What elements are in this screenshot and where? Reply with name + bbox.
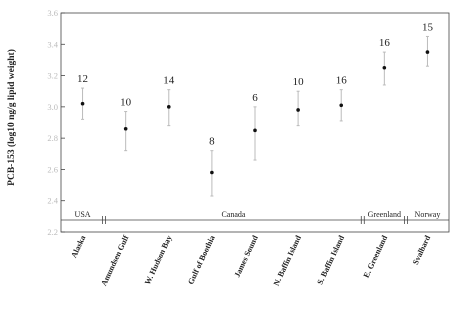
category-label: S. Baffin Island	[315, 234, 346, 286]
data-point	[296, 108, 300, 112]
sample-size-label: 12	[77, 73, 88, 85]
region-label: Canada	[221, 210, 245, 219]
error-bars	[81, 35, 429, 197]
category-label: James Sound	[233, 234, 260, 279]
data-point	[425, 50, 430, 54]
data-point	[382, 65, 387, 70]
data-points	[80, 50, 430, 175]
sample-size-label: 10	[293, 76, 305, 88]
y-tick-label: 2.6	[47, 164, 58, 174]
y-tick-label: 2.4	[47, 196, 58, 206]
data-point	[123, 126, 128, 131]
sample-size-label: 15	[422, 21, 434, 33]
chart-axes	[60, 12, 450, 233]
y-axis-ticks: 2.2 2.4 2.6 2.8 3.0 3.2 3.4 3.6	[47, 8, 65, 237]
y-tick-label: 3.4	[47, 39, 58, 49]
data-point	[339, 103, 344, 108]
category-label: Alaska	[69, 234, 87, 259]
region-label: Norway	[415, 210, 441, 219]
region-label: USA	[75, 210, 91, 219]
region-brackets: USA Canada Greenland Norway	[61, 210, 449, 224]
sample-size-label: 16	[336, 75, 348, 87]
category-label: W. Hudson Bay	[143, 234, 174, 286]
plot-frame	[60, 12, 450, 233]
y-axis-label: PCB-153 (log10 ng/g lipid weight)	[6, 49, 17, 186]
data-point	[80, 101, 85, 106]
region-label: Greenland	[368, 210, 401, 219]
data-point	[253, 128, 257, 133]
category-label: E. Greenland	[362, 234, 390, 280]
sample-size-label: 8	[209, 136, 215, 148]
sample-size-label: 16	[379, 37, 391, 49]
y-tick-label: 2.2	[47, 227, 58, 237]
sample-size-label: 14	[163, 75, 175, 87]
sample-size-label: 6	[252, 92, 258, 104]
sample-size-label: 10	[120, 97, 132, 109]
data-point	[210, 170, 214, 175]
y-tick-label: 3.6	[47, 8, 58, 18]
category-label: N. Baffin Island	[272, 234, 303, 288]
y-tick-label: 3.0	[47, 102, 58, 112]
data-point	[166, 105, 171, 109]
y-tick-label: 3.2	[47, 71, 58, 81]
category-label: Gulf of Boothia	[186, 234, 217, 286]
category-label: Svalbard	[411, 234, 433, 267]
x-axis-category-labels: Alaska Amundsen Gulf W. Hudson Bay Gulf of …	[69, 234, 432, 288]
y-tick-label: 2.8	[47, 133, 58, 143]
category-label: Amundsen Gulf	[99, 234, 130, 287]
sample-size-labels: 12 10 14 8 6 10 16 16 15	[77, 21, 433, 147]
